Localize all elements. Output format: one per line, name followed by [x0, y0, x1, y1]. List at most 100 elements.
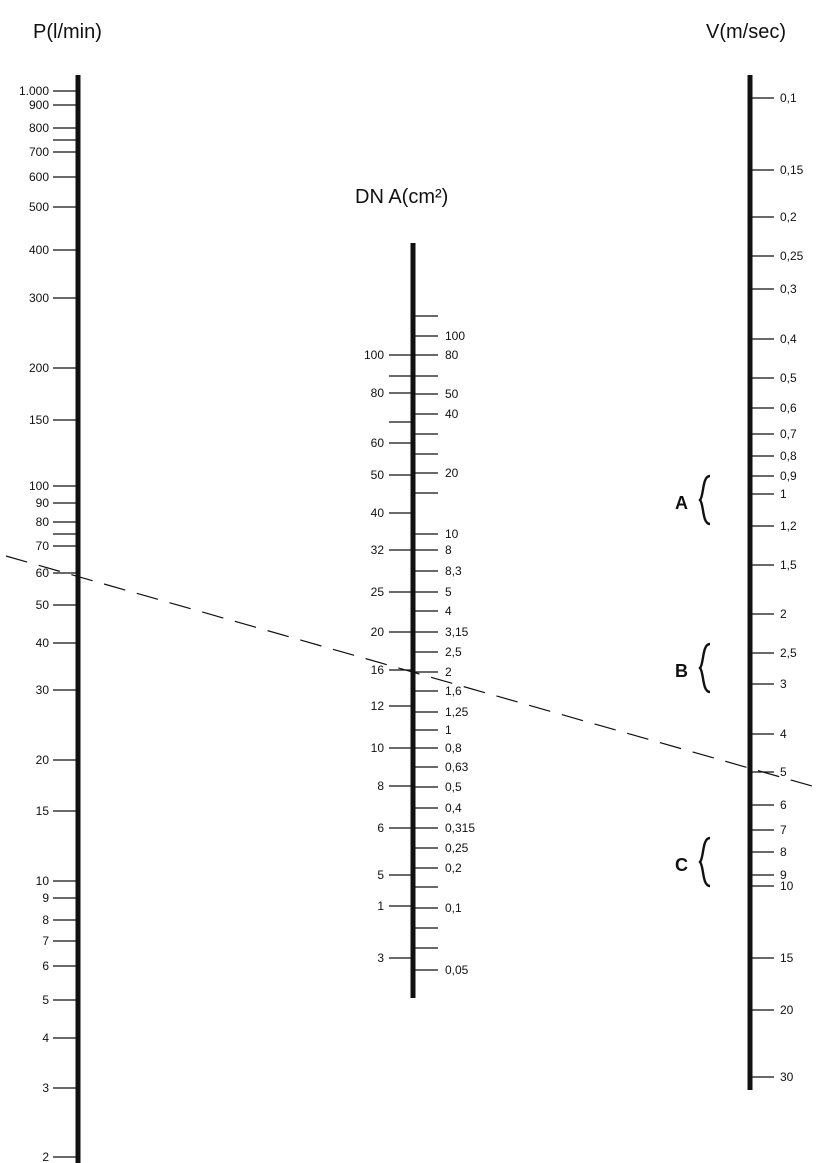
velocity-tick-label: 0,5	[780, 371, 797, 385]
diameter-tick-label: 40	[371, 506, 385, 520]
velocity-tick-label: 15	[780, 951, 794, 965]
area-tick-label: 80	[445, 348, 459, 362]
flow-tick-label: 60	[36, 566, 50, 580]
area-tick-label: 3,15	[445, 625, 469, 639]
velocity-tick-label: 1	[780, 487, 787, 501]
velocity-tick-label: 0,6	[780, 401, 797, 415]
flow-tick-label: 50	[36, 598, 50, 612]
velocity-tick-label: 6	[780, 798, 787, 812]
range-brace-a	[698, 474, 711, 526]
flow-tick-label: 2	[42, 1150, 49, 1163]
velocity-tick-label: 0,9	[780, 469, 797, 483]
flow-axis-title: P(l/min)	[33, 21, 102, 43]
range-brace-b	[698, 642, 711, 694]
diameter-tick-label: 5	[377, 868, 384, 882]
area-tick-label: 10	[445, 527, 459, 541]
example-reading-line	[5, 555, 819, 789]
velocity-tick-label: 0,7	[780, 427, 797, 441]
flow-tick-label: 9	[42, 891, 49, 905]
area-tick-label: 0,8	[445, 741, 462, 755]
area-tick-label: 1	[445, 723, 452, 737]
area-tick-label: 8,3	[445, 564, 462, 578]
velocity-tick-label: 0,25	[780, 249, 804, 263]
velocity-tick-label: 8	[780, 845, 787, 859]
area-tick-label: 4	[445, 604, 452, 618]
area-tick-label: 0,05	[445, 963, 469, 977]
flow-tick-label: 900	[29, 98, 49, 112]
area-tick-label: 0,4	[445, 801, 462, 815]
flow-tick-label: 700	[29, 145, 49, 159]
velocity-tick-label: 7	[780, 823, 787, 837]
area-tick-label: 0,1	[445, 901, 462, 915]
area-tick-label: 0,2	[445, 861, 462, 875]
range-label-c: C	[675, 855, 688, 875]
area-tick-label: 5	[445, 585, 452, 599]
diameter-tick-label: 1	[377, 899, 384, 913]
diameter-tick-label: 50	[371, 468, 385, 482]
flow-tick-label: 400	[29, 243, 49, 257]
velocity-tick-label: 1,5	[780, 558, 797, 572]
area-tick-label: 1,6	[445, 684, 462, 698]
area-tick-label: 40	[445, 407, 459, 421]
flow-tick-label: 80	[36, 515, 50, 529]
range-label-a: A	[675, 493, 688, 513]
diameter-tick-label: 6	[377, 821, 384, 835]
flow-tick-label: 70	[36, 539, 50, 553]
flow-tick-label: 150	[29, 413, 49, 427]
area-tick-label: 0,315	[445, 821, 475, 835]
diameter-tick-label: 100	[364, 348, 384, 362]
flow-tick-label: 30	[36, 683, 50, 697]
area-tick-label: 1,25	[445, 705, 469, 719]
velocity-tick-label: 30	[780, 1070, 794, 1084]
velocity-ranges: A B C	[675, 474, 711, 888]
flow-tick-label: 500	[29, 200, 49, 214]
flow-tick-label: 800	[29, 121, 49, 135]
diameter-tick-label: 8	[377, 779, 384, 793]
area-tick-label: 20	[445, 466, 459, 480]
flow-tick-label: 3	[42, 1081, 49, 1095]
velocity-tick-label: 5	[780, 765, 787, 779]
velocity-tick-label: 10	[780, 879, 794, 893]
flow-tick-label: 7	[42, 934, 49, 948]
velocity-axis-title: V(m/sec)	[706, 21, 786, 43]
velocity-tick-label: 9	[780, 868, 787, 882]
flow-tick-label: 15	[36, 804, 50, 818]
diameter-tick-label: 16	[371, 663, 385, 677]
area-tick-label: 50	[445, 387, 459, 401]
diameter-tick-label: 20	[371, 625, 385, 639]
diameter-tick-label: 10	[371, 741, 385, 755]
velocity-tick-label: 2	[780, 607, 787, 621]
area-tick-label: 0,5	[445, 780, 462, 794]
velocity-tick-label: 4	[780, 727, 787, 741]
velocity-tick-label: 0,15	[780, 163, 804, 177]
nomogram-ticks: 1.00090080070060050040030020015010090807…	[19, 84, 804, 1163]
flow-tick-label: 10	[36, 874, 50, 888]
diameter-tick-label: 3	[377, 951, 384, 965]
range-label-b: B	[675, 661, 688, 681]
flow-tick-label: 40	[36, 636, 50, 650]
flow-tick-label: 4	[42, 1031, 49, 1045]
flow-tick-label: 6	[42, 959, 49, 973]
flow-tick-label: 20	[36, 753, 50, 767]
area-tick-label: 2	[445, 665, 452, 679]
velocity-tick-label: 0,2	[780, 210, 797, 224]
diameter-axis-title: DN A(cm²)	[355, 186, 449, 208]
velocity-tick-label: 3	[780, 677, 787, 691]
diameter-tick-label: 60	[371, 436, 385, 450]
diameter-tick-label: 80	[371, 386, 385, 400]
area-tick-label: 8	[445, 543, 452, 557]
area-tick-label: 2,5	[445, 645, 462, 659]
diameter-tick-label: 25	[371, 585, 385, 599]
velocity-tick-label: 0,8	[780, 449, 797, 463]
velocity-tick-label: 1,2	[780, 519, 797, 533]
flow-tick-label: 100	[29, 479, 49, 493]
nomogram-axes	[75, 75, 753, 1163]
velocity-tick-label: 0,4	[780, 332, 797, 346]
velocity-tick-label: 0,1	[780, 91, 797, 105]
flow-tick-label: 1.000	[19, 84, 49, 98]
diameter-tick-label: 32	[371, 543, 385, 557]
diameter-tick-label: 12	[371, 699, 385, 713]
area-tick-label: 0,25	[445, 841, 469, 855]
range-brace-c	[698, 836, 711, 888]
